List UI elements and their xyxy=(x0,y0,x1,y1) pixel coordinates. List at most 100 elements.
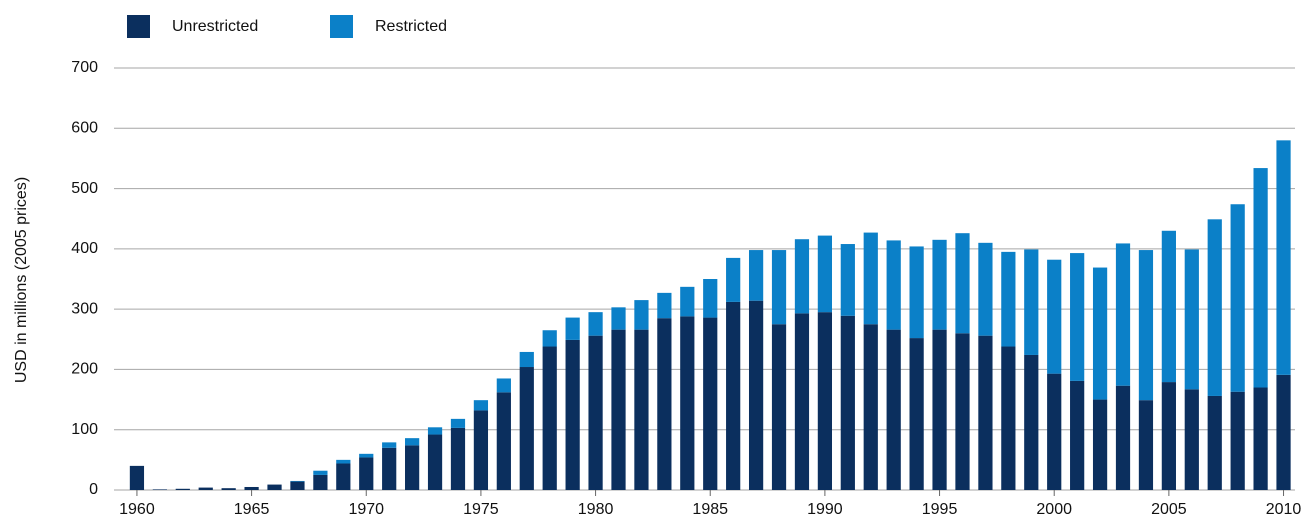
bar xyxy=(748,300,764,490)
bar xyxy=(1138,400,1154,490)
bar xyxy=(909,246,924,339)
bar xyxy=(771,324,787,490)
bar xyxy=(726,257,741,302)
bar xyxy=(152,489,167,490)
bar xyxy=(955,233,970,334)
bar xyxy=(1070,253,1085,381)
bar xyxy=(473,410,489,490)
y-tick-label: 0 xyxy=(89,481,98,498)
bar xyxy=(680,316,695,490)
bar xyxy=(198,487,213,490)
bar xyxy=(748,250,764,301)
bar xyxy=(1253,387,1268,490)
bar xyxy=(496,378,511,393)
bar xyxy=(1092,267,1108,400)
bar xyxy=(634,329,649,490)
legend-label: Unrestricted xyxy=(172,18,258,35)
bar xyxy=(703,279,718,318)
x-tick-label: 1985 xyxy=(692,501,728,518)
bar xyxy=(886,329,901,490)
bar xyxy=(657,292,672,319)
bar xyxy=(473,400,489,411)
bar xyxy=(1001,346,1016,490)
bar xyxy=(1184,389,1199,490)
bar xyxy=(565,339,580,490)
bar xyxy=(634,300,649,330)
y-tick-label: 500 xyxy=(71,180,98,197)
bar xyxy=(450,418,466,428)
bar xyxy=(817,235,833,313)
legend-swatch xyxy=(330,15,353,38)
bar xyxy=(244,486,259,490)
bar xyxy=(794,313,810,490)
x-tick-label: 2010 xyxy=(1266,501,1302,518)
bar xyxy=(680,286,695,317)
bar xyxy=(1047,373,1062,490)
legend-swatch xyxy=(127,15,150,38)
bar xyxy=(542,330,557,347)
bar xyxy=(1001,251,1016,347)
x-tick-label: 1960 xyxy=(119,501,155,518)
bar xyxy=(771,250,787,325)
y-tick-label: 100 xyxy=(71,421,98,438)
bar xyxy=(405,445,420,490)
y-tick-label: 600 xyxy=(71,120,98,137)
bar xyxy=(1070,380,1085,490)
x-tick-label: 1965 xyxy=(234,501,270,518)
bar xyxy=(382,447,397,490)
x-tick-label: 1990 xyxy=(807,501,843,518)
bar xyxy=(978,335,993,490)
y-tick-label: 300 xyxy=(71,300,98,317)
bar xyxy=(427,427,443,435)
bar xyxy=(909,338,924,490)
bar xyxy=(405,438,420,446)
bar xyxy=(840,244,855,316)
bar xyxy=(840,315,855,490)
y-tick-label: 700 xyxy=(71,59,98,76)
bar xyxy=(932,239,947,330)
bar xyxy=(863,324,878,490)
legend-label: Restricted xyxy=(375,18,447,35)
bar xyxy=(1138,250,1154,401)
bar xyxy=(1024,249,1039,355)
bar xyxy=(519,351,534,368)
bar xyxy=(313,470,328,475)
bar xyxy=(221,488,236,490)
bar xyxy=(1115,243,1131,386)
bar xyxy=(588,312,603,336)
x-tick-label: 1980 xyxy=(578,501,614,518)
bar xyxy=(978,242,993,336)
y-tick-label: 200 xyxy=(71,361,98,378)
bar xyxy=(1276,140,1291,375)
y-axis-label: USD in millions (2005 prices) xyxy=(13,177,30,383)
bar xyxy=(611,307,626,330)
bar xyxy=(1161,382,1176,490)
x-tick-label: 2005 xyxy=(1151,501,1187,518)
bar xyxy=(1276,374,1291,490)
bar xyxy=(1230,391,1245,490)
x-tick-label: 1970 xyxy=(348,501,384,518)
x-tick-label: 1975 xyxy=(463,501,499,518)
bar xyxy=(588,335,603,490)
bar xyxy=(496,392,511,490)
bar xyxy=(932,329,947,490)
bar xyxy=(817,312,833,490)
bar xyxy=(1161,230,1176,383)
bar xyxy=(359,453,374,458)
x-tick-label: 1995 xyxy=(922,501,958,518)
bar xyxy=(290,481,305,490)
bar xyxy=(1047,259,1062,374)
bar xyxy=(427,434,443,490)
bar xyxy=(863,232,878,325)
bar xyxy=(382,442,397,448)
bar xyxy=(565,317,580,340)
bar xyxy=(542,346,557,490)
bar xyxy=(1230,204,1245,392)
bar xyxy=(794,239,810,314)
bar xyxy=(313,474,328,490)
y-tick-label: 400 xyxy=(71,240,98,257)
bar xyxy=(519,367,534,490)
bar xyxy=(1024,354,1039,490)
bar xyxy=(290,480,305,482)
